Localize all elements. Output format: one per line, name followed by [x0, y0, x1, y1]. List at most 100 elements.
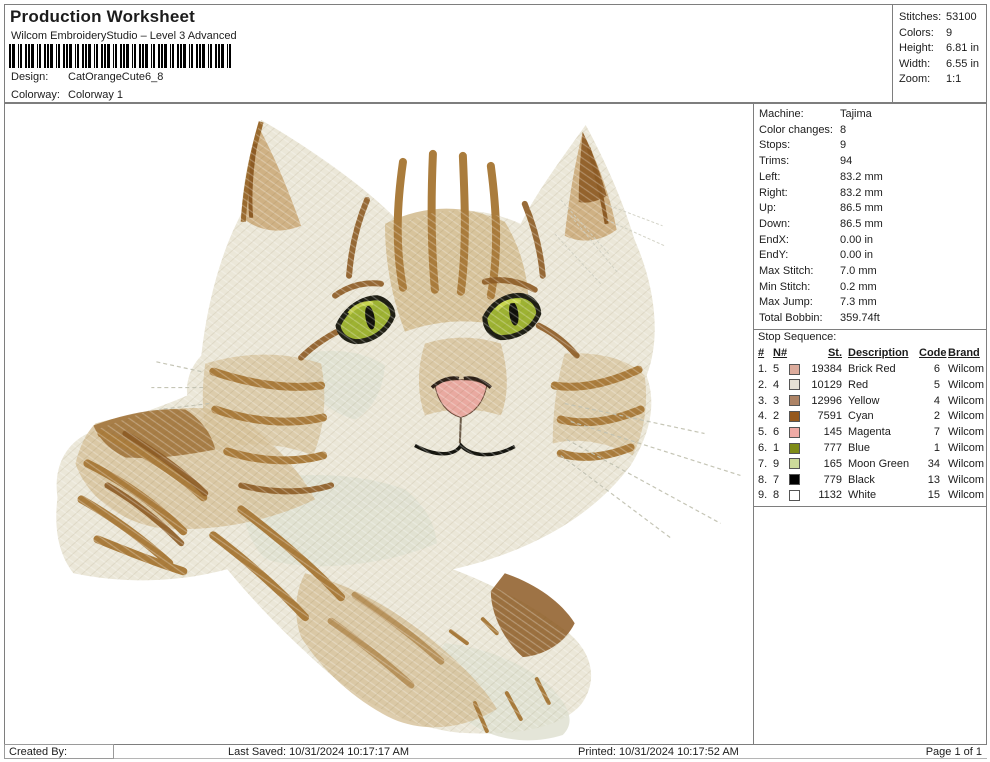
info-value: 9 [840, 139, 847, 152]
summary-label: Width: [899, 57, 931, 70]
needle-num: 9 [773, 457, 780, 470]
stitch-count: 1132 [818, 489, 842, 502]
needle-num: 7 [773, 473, 780, 486]
stop-num: 6. [758, 442, 768, 455]
thread-description: Magenta [848, 426, 891, 439]
info-value: 359.74ft [840, 312, 880, 325]
machine-info-list: Machine: Tajima Color changes: 8 Stops: 9 T… [754, 104, 986, 329]
summary-row: Stitches: 53100 [899, 10, 986, 26]
info-label: Machine: [759, 108, 804, 120]
info-row: Right: 83.2 mm [759, 186, 982, 202]
summary-value: 6.55 in [946, 57, 980, 70]
info-row: EndX: 0.00 in [759, 233, 982, 249]
last-saved-text: Last Saved: 10/31/2024 10:17:17 AM [228, 746, 410, 758]
info-value: 0.00 in [840, 249, 874, 262]
stop-sequence-row: 5. 6 145 Magenta 7 Wilcom [758, 424, 984, 440]
design-preview-image [56, 119, 741, 741]
info-row: Up: 86.5 mm [759, 201, 982, 217]
thread-description: Brick Red [848, 363, 896, 376]
header-panel: Production Worksheet Wilcom EmbroiderySt… [4, 4, 893, 103]
info-label: Trims: [759, 155, 790, 168]
needle-num: 4 [773, 378, 780, 391]
info-label: Min Stitch: [759, 280, 811, 293]
col-header-st: St. [827, 347, 842, 360]
stop-num: 4. [758, 410, 768, 423]
stop-sequence-row: 6. 1 777 Blue 1 Wilcom [758, 440, 984, 456]
thread-color-swatch [789, 442, 800, 454]
design-row: Design: CatOrangeCute6_8 [11, 71, 163, 83]
thread-description: Black [848, 473, 875, 486]
design-summary-panel: Stitches: 53100 Colors: 9 Height: 6.81 in W… [892, 4, 987, 103]
thread-code: 34 [927, 457, 940, 470]
stitch-count: 777 [823, 442, 842, 455]
thread-description: Red [848, 378, 869, 391]
stop-num: 2. [758, 378, 768, 391]
info-row: Max Jump: 7.3 mm [759, 295, 982, 311]
info-label: Max Jump: [759, 296, 813, 309]
thread-color-swatch [789, 395, 800, 407]
info-label: EndY: [759, 249, 789, 262]
stitch-count: 165 [823, 457, 842, 470]
info-value: 8 [840, 123, 847, 136]
thread-brand: Wilcom [948, 457, 985, 470]
summary-value: 53100 [946, 11, 977, 23]
thread-color-swatch [789, 490, 800, 501]
thread-code: 1 [933, 442, 940, 455]
needle-num: 6 [773, 426, 780, 439]
info-row: Min Stitch: 0.2 mm [759, 280, 982, 296]
info-value: 94 [840, 155, 853, 168]
stop-sequence-section: Stop Sequence: # N# St. Description Code… [754, 328, 986, 508]
stop-sequence-row: 8. 7 779 Black 13 Wilcom [758, 472, 985, 488]
summary-value: 1:1 [946, 73, 962, 86]
info-row: EndY: 0.00 in [759, 248, 982, 264]
design-label: Design: [11, 71, 49, 83]
info-row: Color changes: 8 [759, 123, 982, 139]
stitch-count: 19384 [811, 363, 842, 376]
info-label: Max Stitch: [759, 265, 814, 278]
stop-sequence-title: Stop Sequence: [758, 330, 837, 343]
summary-value: 6.81 in [946, 42, 980, 55]
info-row: Stops: 9 [759, 138, 982, 154]
info-value: 83.2 mm [840, 170, 883, 183]
info-row: Down: 86.5 mm [759, 217, 982, 233]
summary-row: Height: 6.81 in [899, 41, 986, 57]
stop-num: 9. [758, 489, 768, 502]
info-row: Max Stitch: 7.0 mm [759, 264, 982, 280]
thread-brand: Wilcom [948, 473, 985, 486]
info-label: Down: [759, 217, 791, 230]
thread-color-swatch [789, 363, 800, 375]
stitch-count: 10129 [811, 378, 842, 391]
thread-description: Yellow [848, 394, 880, 407]
stitch-count: 7591 [817, 410, 842, 423]
thread-description: Moon Green [848, 457, 910, 470]
thread-code: 2 [933, 410, 940, 423]
machine-info-panel: Machine: Tajima Color changes: 8 Stops: 9 T… [753, 104, 986, 744]
info-value: 0.00 in [840, 233, 874, 246]
thread-color-swatch [789, 411, 800, 423]
cat-embroidery-group [56, 119, 655, 741]
thread-brand: Wilcom [948, 363, 985, 376]
thread-brand: Wilcom [948, 378, 985, 391]
info-label: Right: [759, 186, 788, 199]
thread-brand: Wilcom [948, 394, 985, 407]
thread-brand: Wilcom [948, 489, 985, 502]
info-value: 86.5 mm [840, 217, 883, 230]
summary-row: Width: 6.55 in [899, 57, 986, 73]
thread-code: 15 [927, 489, 940, 502]
stop-sequence-row: 7. 9 165 Moon Green 34 Wilcom [758, 456, 985, 472]
stop-sequence-row: 4. 2 7591 Cyan 2 Wilcom [758, 409, 984, 425]
colorway-label: Colorway: [11, 89, 60, 101]
summary-label: Height: [899, 42, 934, 55]
thread-code: 7 [933, 426, 940, 439]
col-header-num: # [758, 347, 765, 360]
info-label: Total Bobbin: [759, 312, 823, 325]
stop-num: 7. [758, 457, 768, 470]
stop-num: 3. [758, 394, 768, 407]
created-by-cell: Created By: [4, 744, 114, 759]
info-value: 7.3 mm [840, 296, 877, 309]
col-header-code: Code [919, 347, 947, 360]
stop-sequence-row: 3. 3 12996 Yellow 4 Wilcom [758, 393, 985, 409]
col-header-description: Description [848, 347, 909, 360]
col-header-n: N# [773, 347, 788, 360]
thread-code: 6 [933, 363, 940, 376]
